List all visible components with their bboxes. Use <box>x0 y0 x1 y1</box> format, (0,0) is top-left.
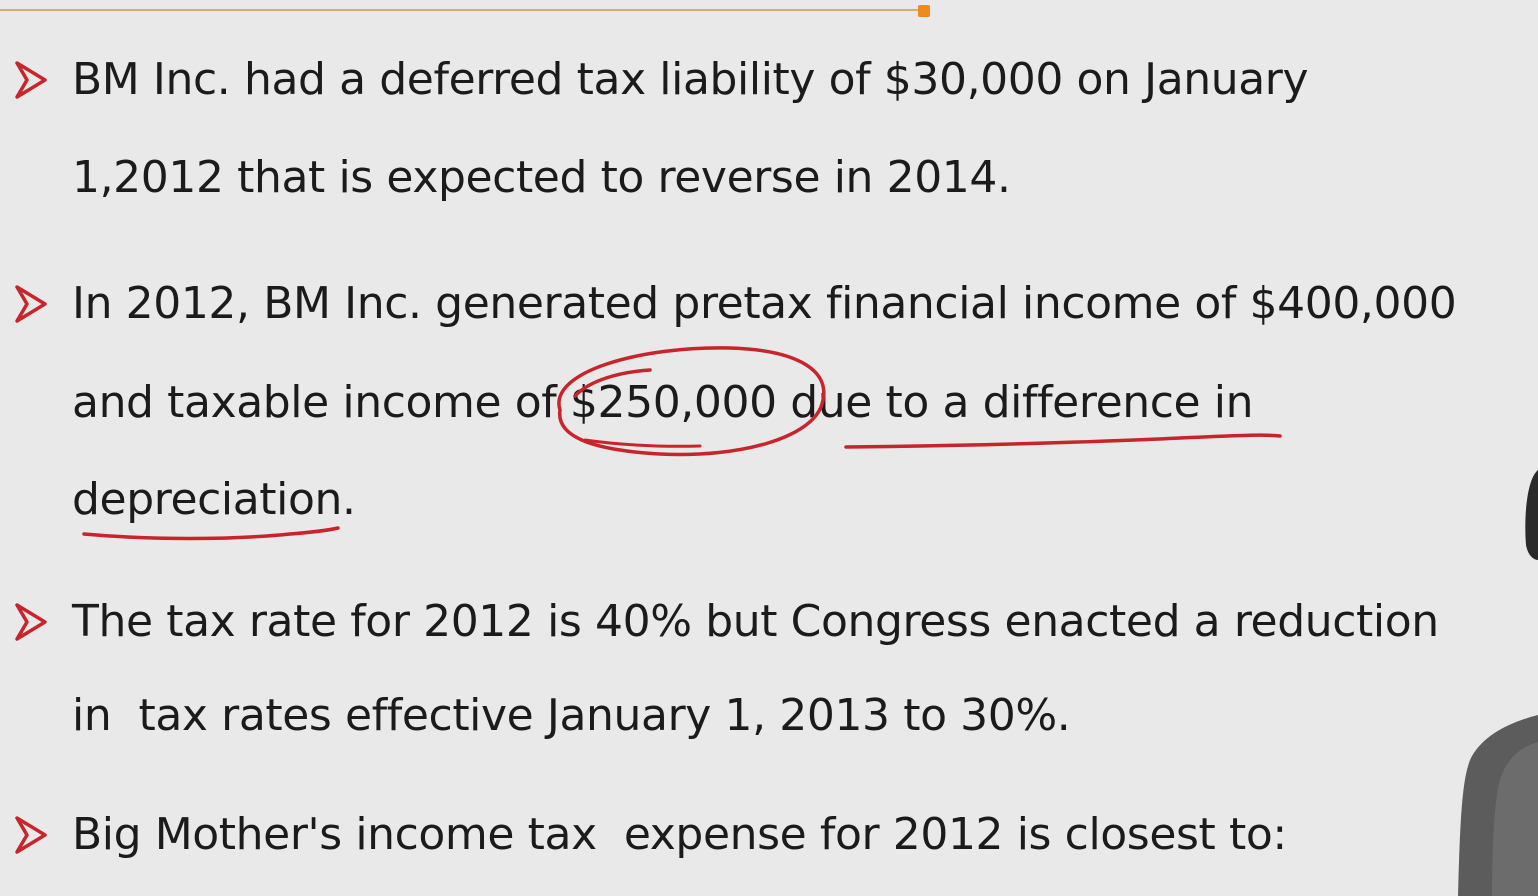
bullet-text-line: 1,2012 that is expected to reverse in 20… <box>72 152 1011 203</box>
arrow-right-icon <box>15 603 47 641</box>
bullet-text-line: Big Mother's income tax expense for 2012… <box>72 809 1287 860</box>
arrow-right-icon <box>15 61 47 99</box>
bullet-text-line: and taxable income of $250,000 due to a … <box>72 377 1254 428</box>
bullet-text-line: depreciation. <box>72 474 356 525</box>
bullet-text-line: The tax rate for 2012 is 40% but Congres… <box>72 596 1439 647</box>
bullet-text-line: in tax rates effective January 1, 2013 t… <box>72 690 1071 741</box>
top-rule <box>0 9 924 11</box>
arrow-right-icon <box>15 816 47 854</box>
bullet-text-line: In 2012, BM Inc. generated pretax financ… <box>72 278 1457 329</box>
bullet-text-line: BM Inc. had a deferred tax liability of … <box>72 54 1309 105</box>
arrow-right-icon <box>15 285 47 323</box>
top-rule-handle <box>918 5 930 17</box>
